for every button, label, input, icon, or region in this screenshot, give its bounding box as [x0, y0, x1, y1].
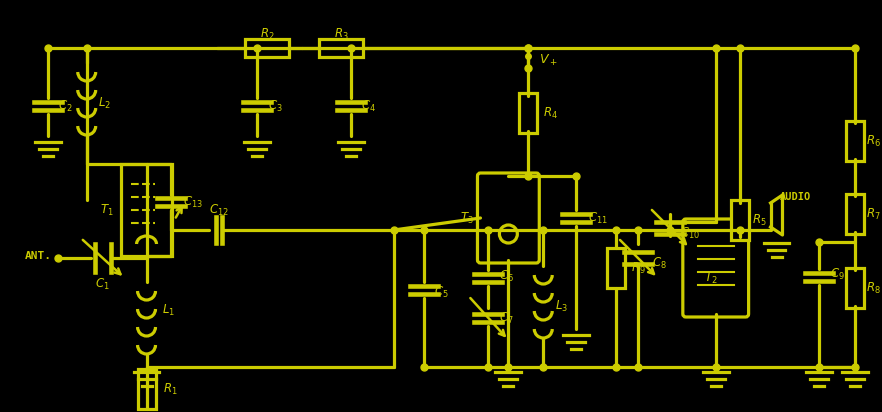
Text: $R_4$: $R_4$ [542, 105, 557, 121]
Bar [730, 200, 749, 240]
Text: $T_3$: $T_3$ [460, 211, 474, 225]
Bar [847, 121, 864, 161]
Text: $R_8$: $R_8$ [866, 281, 880, 295]
Text: $C_2$: $C_2$ [58, 98, 73, 114]
Text: $C_3$: $C_3$ [268, 98, 282, 114]
Bar [121, 164, 173, 256]
Bar [519, 93, 537, 133]
FancyBboxPatch shape [683, 219, 749, 317]
Text: $C_6$: $C_6$ [499, 269, 514, 283]
Bar [847, 268, 864, 308]
Bar [847, 194, 864, 234]
Text: $C_4$: $C_4$ [362, 98, 377, 114]
Text: $C_{13}$: $C_{13}$ [183, 194, 204, 210]
FancyBboxPatch shape [477, 173, 539, 263]
Text: $C_{11}$: $C_{11}$ [588, 211, 608, 225]
Text: $C_8$: $C_8$ [653, 255, 668, 271]
Text: $C_9$: $C_9$ [830, 267, 845, 281]
Text: $T_2$: $T_2$ [704, 270, 718, 286]
Bar [138, 369, 155, 409]
Text: ANT.: ANT. [25, 251, 51, 261]
Text: $R_3$: $R_3$ [333, 26, 348, 42]
Text: $R_2$: $R_2$ [260, 26, 274, 42]
Text: $R_7$: $R_7$ [866, 206, 880, 222]
Text: $C_1$: $C_1$ [95, 276, 110, 292]
Text: $L_2$: $L_2$ [98, 96, 111, 110]
Text: $R_9$: $R_9$ [631, 260, 646, 276]
Text: AUDIO: AUDIO [780, 192, 811, 202]
Text: $L_1$: $L_1$ [162, 302, 175, 318]
Text: $C_7$: $C_7$ [499, 311, 513, 325]
Text: $V_+$: $V_+$ [539, 52, 557, 68]
Text: $C_5$: $C_5$ [434, 284, 449, 300]
Text: $L_3$: $L_3$ [555, 298, 568, 314]
Text: $R_1$: $R_1$ [163, 382, 178, 396]
Text: $R_6$: $R_6$ [866, 133, 880, 149]
Bar [319, 39, 363, 57]
Bar [607, 248, 625, 288]
Text: $T_1$: $T_1$ [100, 202, 114, 218]
Bar [245, 39, 289, 57]
Text: $C_{12}$: $C_{12}$ [209, 202, 229, 218]
Text: $R_5$: $R_5$ [752, 213, 767, 227]
Text: $C_{10}$: $C_{10}$ [680, 225, 699, 241]
